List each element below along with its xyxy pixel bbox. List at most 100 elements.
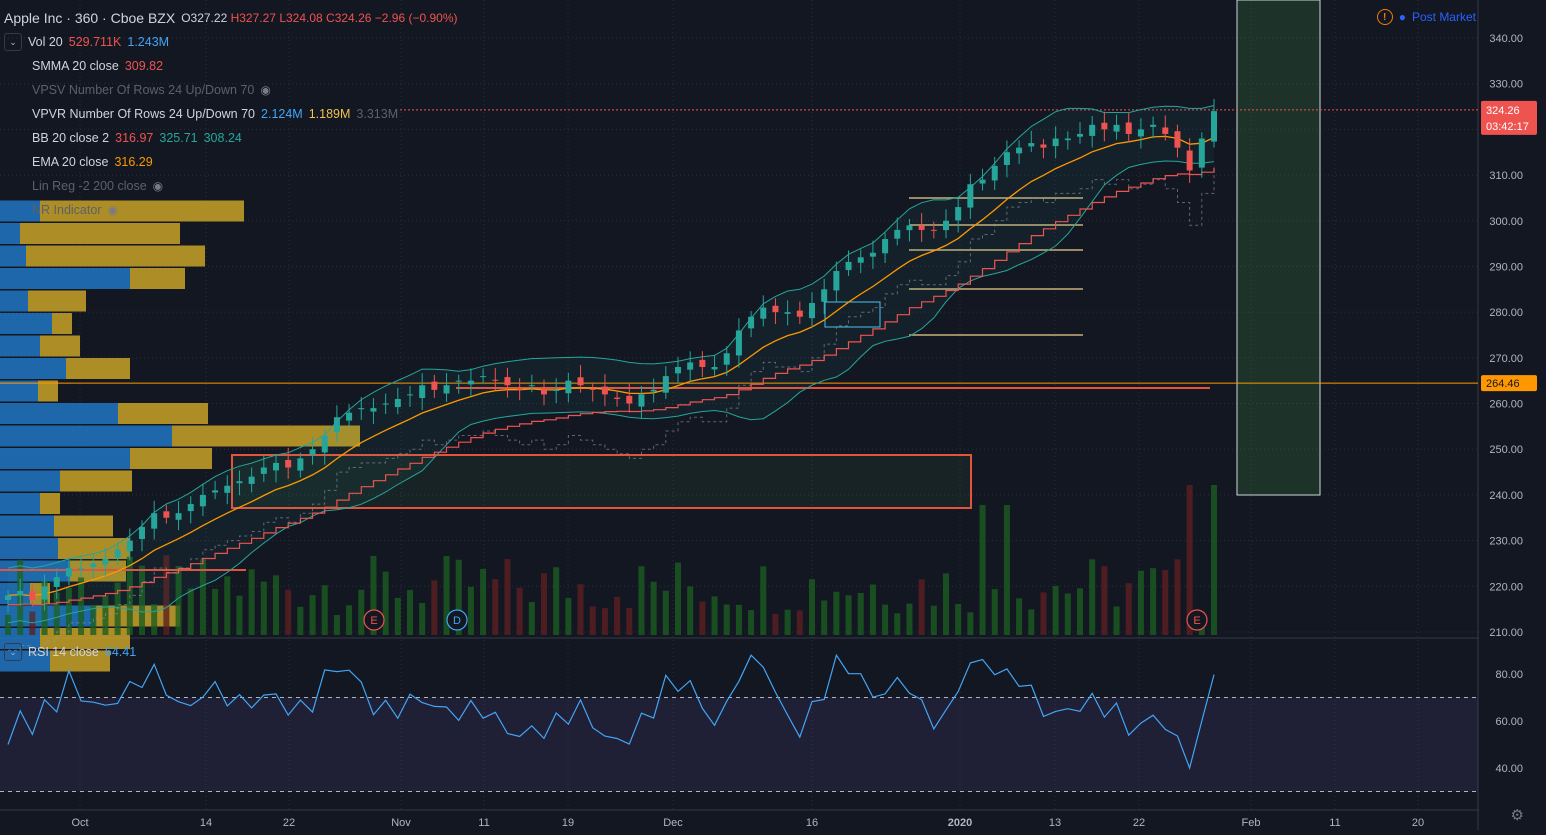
candle-body <box>151 513 158 529</box>
candle-body <box>1077 133 1083 137</box>
indicator-row[interactable]: Lin Reg -2 200 close ◉ <box>4 174 458 198</box>
price-tick-label: 330.00 <box>1489 79 1523 91</box>
candle-body <box>772 305 779 313</box>
volume-bar <box>638 566 645 635</box>
candle-body <box>333 417 340 433</box>
candle-body <box>1211 111 1217 142</box>
candle-body <box>1162 127 1169 134</box>
candle-body <box>455 380 462 382</box>
vp-up-bar <box>0 313 52 334</box>
vp-up-bar <box>0 448 130 469</box>
volume-bar <box>882 604 889 635</box>
candle-body <box>297 458 304 471</box>
candle-body <box>236 481 243 484</box>
hidden-eye-icon[interactable]: ◉ <box>107 203 118 217</box>
volume-bar <box>735 604 742 635</box>
candle-body <box>29 591 36 601</box>
indicator-value: 308.24 <box>203 131 242 145</box>
rsi-band <box>0 697 1478 792</box>
indicator-row[interactable]: VPVR Number Of Rows 24 Up/Down 70 2.124M 1… <box>4 102 458 126</box>
hidden-eye-icon[interactable]: ◉ <box>152 179 164 193</box>
candle-body <box>346 412 353 421</box>
candle-body <box>102 558 109 565</box>
indicator-value: 316.97 <box>115 131 154 145</box>
volume-bar <box>370 555 377 635</box>
volume-bar <box>443 556 450 635</box>
price-tick-label: 310.00 <box>1489 170 1523 182</box>
change-value: −2.96 (−0.90%) <box>374 11 458 25</box>
hidden-eye-icon[interactable]: ◉ <box>260 83 271 97</box>
volume-bar <box>504 558 511 635</box>
volume-bar <box>455 559 462 635</box>
candle-body <box>869 252 876 257</box>
indicator-row[interactable]: ⌄ Vol 20 529.711K 1.243M <box>4 30 458 54</box>
vp-up-bar <box>0 223 20 244</box>
indicator-row[interactable]: BB 20 close 2 316.97 325.71 308.24 <box>4 126 458 150</box>
rsi-tick-label: 80.00 <box>1495 669 1523 681</box>
volume-bar <box>516 587 523 635</box>
volume-bar <box>1150 568 1157 635</box>
candle-body <box>723 353 730 365</box>
post-market-indicator[interactable]: ! ● Post Market <box>1376 9 1476 25</box>
vp-down-bar <box>60 470 132 492</box>
time-tick-label: 19 <box>562 817 574 829</box>
price-tick-label: 280.00 <box>1489 307 1523 319</box>
volume-bar <box>528 602 535 635</box>
volume-bar <box>419 602 426 635</box>
post-market-label: Post Market <box>1411 10 1476 24</box>
close-value: C324.26 <box>326 11 372 25</box>
vp-down-bar <box>54 515 113 537</box>
candle-body <box>1028 143 1035 147</box>
vp-up-bar <box>0 493 40 514</box>
legend: Apple Inc · 360 · Cboe BZX O327.22 H327.… <box>4 6 458 222</box>
volume-bar <box>845 595 852 635</box>
volume-bar <box>565 598 572 635</box>
collapse-legend-button[interactable]: ⌄ <box>4 33 22 51</box>
volume-bar <box>894 613 901 635</box>
candle-body <box>1016 147 1023 154</box>
candle-body <box>504 377 511 386</box>
indicator-lines <box>7 105 1215 656</box>
indicator-row[interactable]: VPSV Number Of Rows 24 Up/Down 70 ◉ <box>4 78 458 102</box>
candle-body <box>918 225 925 230</box>
volume-bar <box>1125 583 1132 635</box>
candle-body <box>114 549 121 558</box>
time-tick-label: Nov <box>391 817 411 829</box>
candle-body <box>358 408 365 410</box>
volume-bar <box>796 610 803 635</box>
indicator-value: 325.71 <box>159 131 198 145</box>
volume-bar <box>991 589 998 635</box>
indicator-row[interactable]: SMMA 20 close 309.82 <box>4 54 458 78</box>
candle-body <box>589 388 596 390</box>
candle-body <box>516 388 523 390</box>
candle-body <box>699 359 706 367</box>
event-circle <box>363 609 385 631</box>
warning-icon[interactable]: ! <box>1376 9 1393 25</box>
candle-body <box>285 459 292 468</box>
candle-body <box>1064 138 1071 141</box>
volume-bar <box>236 595 243 635</box>
bb-fill <box>8 105 1214 623</box>
vp-up-bar <box>0 200 40 222</box>
collapse-rsi-button[interactable]: ⌄ <box>4 643 22 661</box>
candle-body <box>796 310 803 317</box>
volume-bar <box>1186 485 1193 635</box>
volume-bar <box>151 604 158 635</box>
candle-body <box>748 316 755 329</box>
volume-bar <box>273 575 279 635</box>
price-tick-label: 240.00 <box>1489 490 1523 502</box>
volume-bar <box>577 584 584 635</box>
indicator-row[interactable]: EMA 20 close 316.29 <box>4 150 458 174</box>
volume-bar <box>748 610 755 635</box>
candle-body <box>662 376 669 393</box>
settings-gear-icon[interactable]: ⚙ <box>1510 807 1524 824</box>
rsi-value: 64.41 <box>104 645 137 659</box>
indicator-row[interactable]: NR Indicator ◉ <box>4 198 458 222</box>
time-tick-label: 11 <box>478 817 489 829</box>
candle-body <box>187 504 194 512</box>
symbol-title[interactable]: Apple Inc · 360 · Cboe BZX <box>4 10 176 26</box>
vp-up-bar <box>0 245 26 267</box>
